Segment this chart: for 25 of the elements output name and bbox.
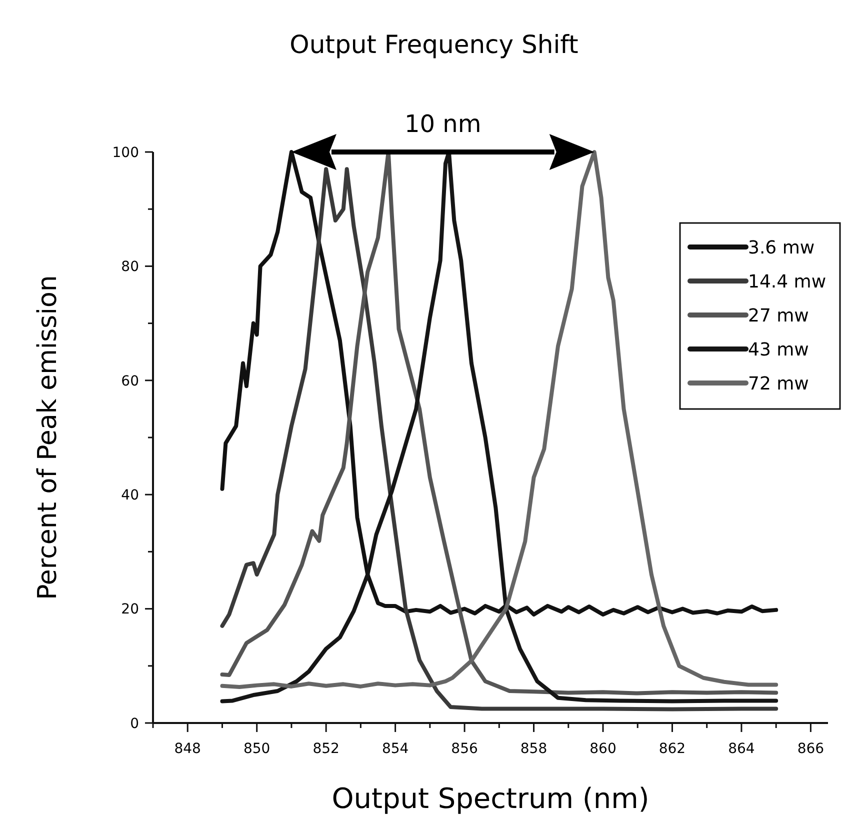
legend-label: 14.4 mw xyxy=(748,271,826,292)
chart-title: Output Frequency Shift xyxy=(290,30,579,59)
text: 10 nm xyxy=(404,110,482,138)
x-tick-label: 860 xyxy=(590,741,616,757)
y-tick-label: 80 xyxy=(121,259,139,276)
x-tick-label: 864 xyxy=(728,741,755,757)
y-tick-label: 20 xyxy=(121,602,139,618)
x-tick-label: 866 xyxy=(797,741,824,757)
y-axis-title: Percent of Peak emission xyxy=(33,275,63,600)
legend-label: 27 mw xyxy=(748,305,809,326)
y-tick-label: 60 xyxy=(121,373,139,390)
legend-label: 3.6 mw xyxy=(748,237,815,258)
y-tick-label: 0 xyxy=(130,716,139,732)
x-axis-title: Output Spectrum (nm) xyxy=(332,782,650,815)
y-tick-label: 40 xyxy=(121,488,139,504)
x-tick-label: 852 xyxy=(312,741,340,757)
x-tick-label: 848 xyxy=(174,741,201,757)
legend-label: 43 mw xyxy=(748,339,809,360)
x-tick-label: 854 xyxy=(382,741,409,757)
x-tick-label: 862 xyxy=(658,741,686,757)
y-tick-label: 100 xyxy=(112,144,139,161)
legend-label: 72 mw xyxy=(748,373,809,394)
x-tick-label: 858 xyxy=(520,741,548,757)
x-tick-label: 856 xyxy=(451,741,478,757)
x-tick-label: 850 xyxy=(243,741,270,757)
